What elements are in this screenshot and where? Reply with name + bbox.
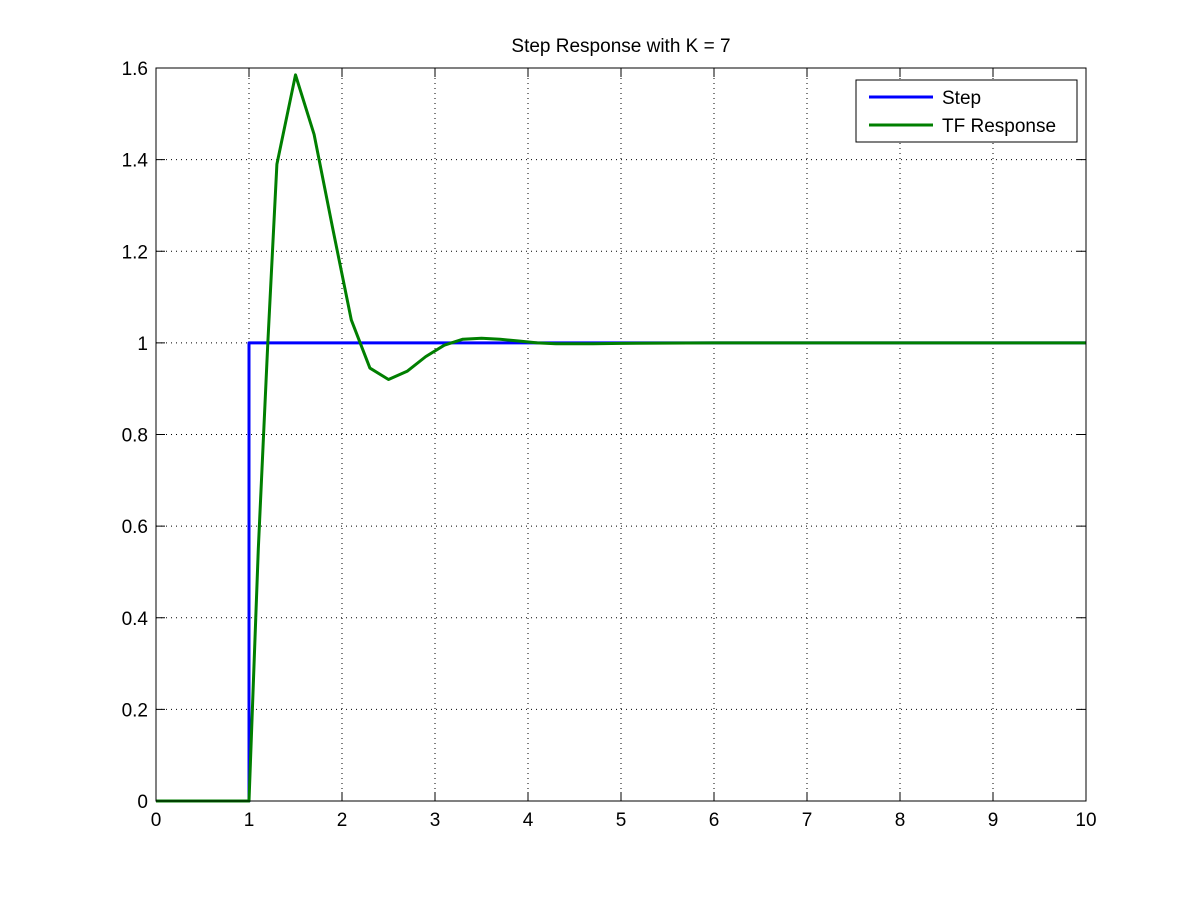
legend[interactable]: Step TF Response [855, 79, 1078, 143]
x-tick-label: 3 [430, 810, 441, 831]
y-tick-label: 1.2 [122, 242, 148, 263]
y-tick-label: 1.4 [122, 151, 149, 172]
x-tick-label: 2 [337, 810, 348, 831]
series-line-tf-response [156, 73, 1086, 803]
y-tick-label: 0.4 [122, 609, 149, 630]
x-tick-label: 0 [151, 810, 162, 831]
x-tick-label: 4 [523, 810, 534, 831]
y-tick-label: 0 [137, 792, 148, 813]
x-tick-label: 7 [802, 810, 813, 831]
y-tick-label: 0.6 [122, 517, 148, 538]
y-tick-label: 0.8 [122, 426, 148, 447]
legend-label-step: Step [942, 88, 981, 109]
y-tick-label: 0.2 [122, 700, 148, 721]
chart-title: Step Response with K = 7 [511, 36, 730, 57]
tick-labels: 0 1 2 3 4 5 6 7 8 9 10 0 0.2 0.4 0.6 0.8 1 1.2 1.4 1.6 [122, 59, 1097, 831]
y-tick-label: 1 [137, 334, 148, 355]
axes-frame [155, 67, 1087, 802]
x-tick-label: 10 [1075, 810, 1096, 831]
x-tick-label: 8 [895, 810, 906, 831]
x-tick-label: 6 [709, 810, 720, 831]
legend-label-tf-response: TF Response [942, 116, 1056, 137]
legend-box [855, 79, 1078, 143]
y-tick-label: 1.6 [122, 59, 148, 80]
x-tick-label: 5 [616, 810, 627, 831]
x-tick-label: 1 [244, 810, 255, 831]
x-tick-label: 9 [988, 810, 999, 831]
